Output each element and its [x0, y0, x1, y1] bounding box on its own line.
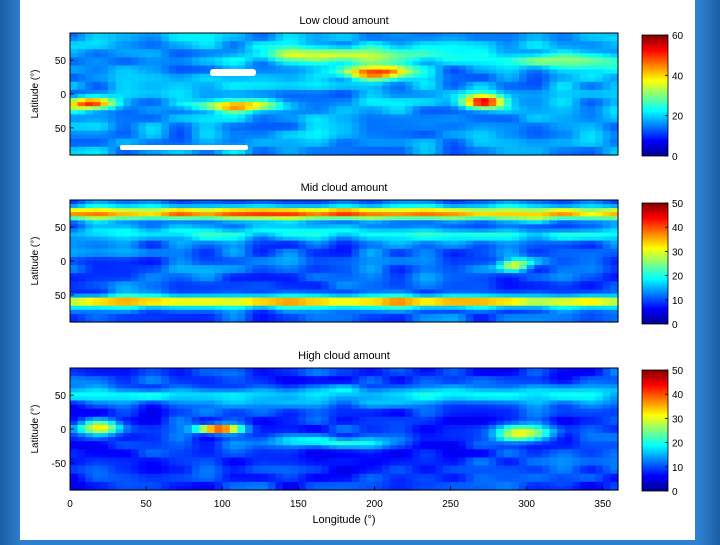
panel-1: Low cloud amount 50 0 50 Latitude (°) 0 20 40 60 — [30, 15, 684, 163]
colorbar-tick-label: 60 — [672, 31, 684, 42]
missing-data-patch — [210, 69, 256, 76]
colorbar-tick-label: 40 — [672, 223, 684, 234]
colorbar-tick-label: 30 — [672, 247, 684, 258]
y-tick-label: 50 — [55, 391, 67, 402]
heatmap — [70, 200, 619, 323]
colorbar-tick-label: 20 — [672, 112, 684, 123]
colorbar-tick-label: 0 — [672, 320, 678, 331]
x-tick-label: 350 — [594, 499, 611, 510]
y-axis-label: Latitude (°) — [30, 69, 41, 118]
colorbar-tick-label: 10 — [672, 463, 684, 474]
y-tick-label: 0 — [60, 257, 66, 268]
colorbar-tick-label: 50 — [672, 366, 684, 377]
slide: Low cloud amount 50 0 50 Latitude (°) 0 20 40 60… — [20, 0, 695, 540]
heatmap — [70, 368, 619, 491]
x-axis-label: Longitude (°) — [312, 514, 375, 526]
y-axis-label: Latitude (°) — [30, 236, 41, 285]
colorbar-tick-label: 40 — [672, 390, 684, 401]
colorbar-tick-label: 0 — [672, 487, 678, 498]
panel-title: Low cloud amount — [299, 15, 388, 27]
y-tick-label: 50 — [55, 124, 67, 135]
y-axis-label: Latitude (°) — [30, 404, 41, 453]
colorbar-tick-label: 30 — [672, 414, 684, 425]
x-tick-label: 0 — [67, 499, 73, 510]
y-tick-label: 0 — [60, 425, 66, 436]
x-tick-label: 150 — [290, 499, 307, 510]
y-tick-label: 0 — [60, 90, 66, 101]
y-tick-label: 50 — [55, 223, 67, 234]
x-tick-label: 100 — [214, 499, 231, 510]
colorbar-tick-label: 50 — [672, 199, 684, 210]
y-tick-label: 50 — [55, 56, 67, 67]
panel-title: Mid cloud amount — [301, 182, 388, 194]
missing-data-patch — [120, 145, 248, 150]
colorbar: 0 10 20 30 40 50 — [642, 366, 684, 498]
colorbar-tick-label: 40 — [672, 71, 684, 82]
x-tick-label: 50 — [141, 499, 153, 510]
colorbar: 0 10 20 30 40 50 — [642, 199, 684, 331]
panel-3: High cloud amount 50 0 -50 Latitude (°) 0 50 10… — [30, 350, 684, 526]
x-tick-label: 200 — [366, 499, 383, 510]
y-tick-label: -50 — [52, 459, 67, 470]
panel-2: Mid cloud amount 50 0 50 Latitude (°) 0 10 20 30… — [30, 182, 684, 331]
y-tick-label: 50 — [55, 291, 67, 302]
colorbar: 0 20 40 60 — [642, 31, 684, 163]
heatmap — [70, 33, 619, 156]
colorbar-tick-label: 0 — [672, 152, 678, 163]
figure: Low cloud amount 50 0 50 Latitude (°) 0 20 40 60… — [20, 0, 695, 540]
x-tick-label: 250 — [442, 499, 459, 510]
panel-title: High cloud amount — [298, 350, 390, 362]
x-tick-label: 300 — [518, 499, 535, 510]
colorbar-tick-label: 20 — [672, 272, 684, 283]
colorbar-tick-label: 20 — [672, 439, 684, 450]
colorbar-tick-label: 10 — [672, 296, 684, 307]
